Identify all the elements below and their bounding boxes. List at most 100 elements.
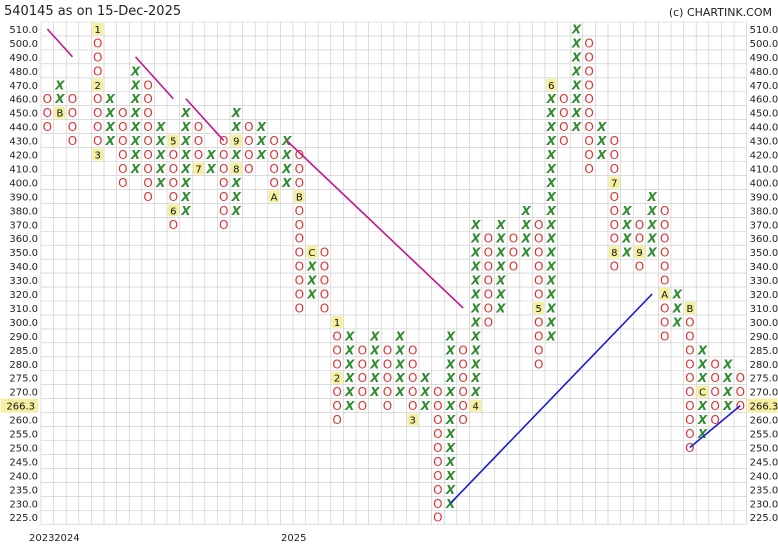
x-mark: X [130, 148, 141, 162]
o-mark: O [710, 399, 719, 413]
o-mark: O [320, 274, 329, 288]
o-mark: O [295, 232, 304, 246]
price-tick-left: 260.0 [9, 416, 38, 427]
o-mark: O [408, 371, 417, 385]
x-mark: X [697, 427, 708, 441]
x-mark: X [672, 301, 683, 315]
chart-title: 540145 as on 15-Dec-2025 [4, 4, 182, 19]
o-mark: O [433, 497, 442, 511]
price-tick-left: 330.0 [9, 276, 38, 287]
o-mark: O [358, 399, 367, 413]
month-marker-bg [92, 148, 104, 161]
x-mark: X [445, 441, 456, 455]
price-tick-left: 480.0 [9, 67, 38, 78]
x-mark: X [130, 134, 141, 148]
o-mark: O [685, 385, 694, 399]
x-mark: X [344, 371, 355, 385]
o-mark: O [118, 176, 127, 190]
price-tick-left: 270.0 [9, 388, 38, 399]
month-marker: 6 [548, 81, 554, 92]
o-mark: O [118, 106, 127, 120]
x-mark: X [281, 148, 292, 162]
o-mark: O [383, 357, 392, 371]
month-marker-bg [193, 162, 204, 175]
o-mark: O [219, 162, 228, 176]
x-mark: X [571, 78, 582, 92]
price-tick-left: 250.0 [9, 443, 38, 454]
month-marker-bg [533, 301, 545, 314]
x-mark: X [445, 483, 456, 497]
price-tick-left: 490.0 [9, 53, 38, 64]
x-mark: X [596, 134, 607, 148]
x-mark: X [130, 120, 141, 134]
x-mark: X [344, 343, 355, 357]
o-mark: O [320, 288, 329, 302]
price-tick-right: 320.0 [750, 290, 778, 301]
month-marker-bg [293, 190, 305, 203]
o-mark: O [169, 162, 178, 176]
x-mark: X [621, 246, 632, 260]
x-mark: X [369, 357, 380, 371]
x-mark: X [546, 315, 557, 329]
price-tick-right: 285.0 [750, 346, 778, 357]
o-mark: O [295, 176, 304, 190]
o-mark: O [332, 343, 341, 357]
o-mark: O [710, 385, 719, 399]
month-marker: 7 [195, 164, 201, 175]
x-mark: X [394, 343, 405, 357]
x-mark: X [180, 134, 191, 148]
month-marker-bg [306, 246, 318, 259]
o-mark: O [219, 148, 228, 162]
price-tick-right: 490.0 [750, 53, 778, 64]
o-mark: O [143, 176, 152, 190]
o-mark: O [169, 190, 178, 204]
o-mark: O [358, 385, 367, 399]
price-tick-right: 500.0 [750, 39, 778, 50]
x-mark: X [470, 218, 481, 232]
x-mark: X [369, 385, 380, 399]
month-marker-bg [470, 399, 482, 412]
o-mark: O [408, 399, 417, 413]
o-mark: O [710, 371, 719, 385]
x-mark: X [546, 218, 557, 232]
x-mark: X [470, 246, 481, 260]
o-mark: O [458, 371, 467, 385]
price-tick-left: 285.0 [9, 346, 38, 357]
month-marker-bg [230, 162, 242, 175]
o-mark: O [295, 288, 304, 302]
o-mark: O [534, 274, 543, 288]
o-mark: O [685, 399, 694, 413]
x-mark: X [596, 148, 607, 162]
x-mark: X [180, 106, 191, 120]
x-mark: X [306, 274, 317, 288]
x-mark: X [155, 176, 166, 190]
x-mark: X [546, 190, 557, 204]
o-mark: O [584, 106, 593, 120]
o-mark: O [332, 357, 341, 371]
x-mark: X [470, 274, 481, 288]
price-tick-right: 350.0 [750, 248, 778, 259]
month-marker-bg [697, 385, 708, 398]
o-mark: O [43, 120, 52, 134]
month-marker: B [296, 192, 303, 203]
price-tick-left: 225.0 [9, 513, 38, 524]
month-marker: 5 [536, 304, 542, 315]
x-mark: X [470, 315, 481, 329]
x-mark: X [180, 162, 191, 176]
x-mark: X [155, 120, 166, 134]
x-mark: X [420, 385, 431, 399]
downtrend-line [185, 98, 225, 142]
o-mark: O [534, 357, 543, 371]
x-mark: X [130, 92, 141, 106]
x-mark: X [281, 176, 292, 190]
x-mark: X [105, 106, 116, 120]
x-mark: X [155, 148, 166, 162]
month-marker-bg [167, 134, 179, 147]
price-tick-left: 430.0 [9, 137, 38, 148]
x-mark: X [420, 371, 431, 385]
last-price-right-bg [747, 398, 778, 413]
x-mark: X [546, 120, 557, 134]
price-tick-left: 400.0 [9, 178, 38, 189]
x-mark: X [231, 106, 242, 120]
o-mark: O [660, 260, 669, 274]
